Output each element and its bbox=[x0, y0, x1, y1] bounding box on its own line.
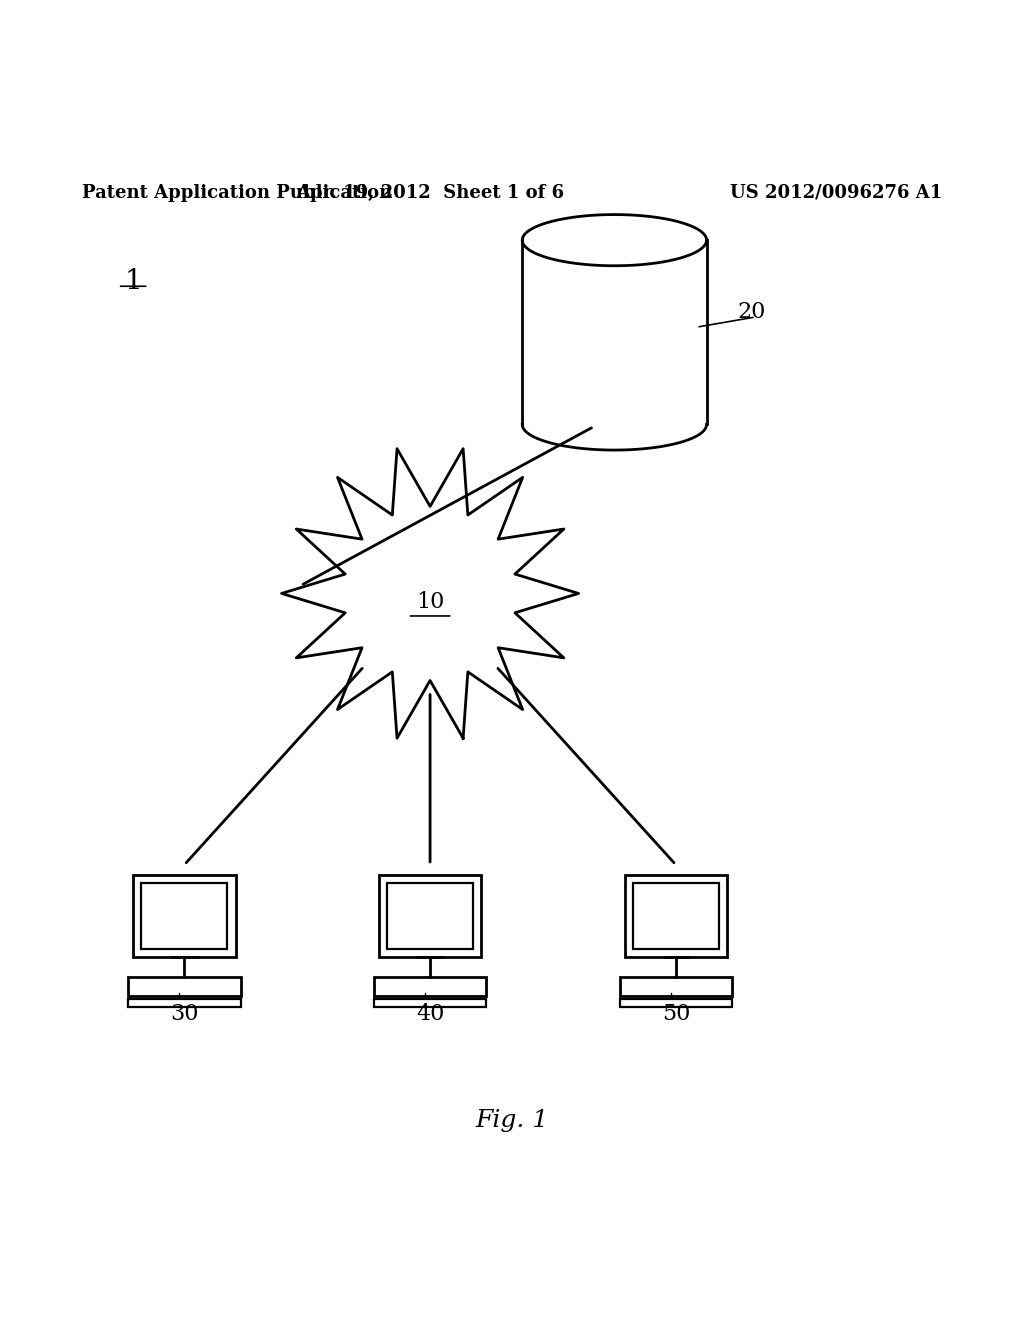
FancyBboxPatch shape bbox=[633, 883, 719, 949]
Text: Apr. 19, 2012  Sheet 1 of 6: Apr. 19, 2012 Sheet 1 of 6 bbox=[296, 183, 564, 202]
Text: 10: 10 bbox=[416, 590, 444, 612]
FancyBboxPatch shape bbox=[620, 977, 732, 995]
Text: Fig. 1: Fig. 1 bbox=[475, 1109, 549, 1133]
Text: 20: 20 bbox=[737, 301, 766, 323]
FancyBboxPatch shape bbox=[379, 875, 481, 957]
Text: US 2012/0096276 A1: US 2012/0096276 A1 bbox=[730, 183, 942, 202]
FancyBboxPatch shape bbox=[620, 999, 732, 1007]
Text: Patent Application Publication: Patent Application Publication bbox=[82, 183, 392, 202]
FancyBboxPatch shape bbox=[374, 999, 486, 1007]
FancyBboxPatch shape bbox=[128, 999, 241, 1007]
FancyBboxPatch shape bbox=[374, 977, 486, 995]
Text: 40: 40 bbox=[416, 1003, 444, 1026]
Text: 50: 50 bbox=[662, 1003, 690, 1026]
FancyBboxPatch shape bbox=[141, 883, 227, 949]
FancyBboxPatch shape bbox=[387, 883, 473, 949]
FancyBboxPatch shape bbox=[625, 875, 727, 957]
FancyBboxPatch shape bbox=[128, 977, 241, 995]
Text: 1: 1 bbox=[124, 268, 142, 294]
FancyBboxPatch shape bbox=[133, 875, 236, 957]
Text: 30: 30 bbox=[170, 1003, 199, 1026]
